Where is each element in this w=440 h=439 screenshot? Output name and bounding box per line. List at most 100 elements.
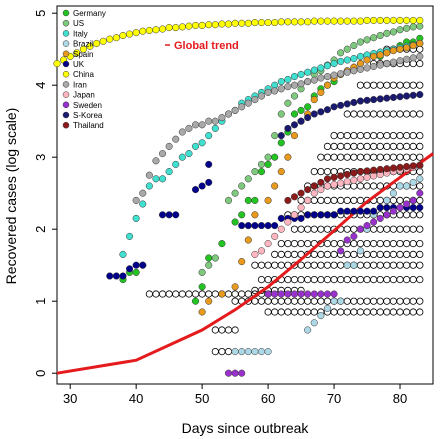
data-point [363, 222, 371, 230]
data-point [370, 96, 378, 104]
data-point [244, 175, 252, 183]
data-point [290, 73, 299, 81]
data-point [323, 73, 332, 81]
data-point [337, 179, 345, 187]
legend-marker [62, 30, 70, 37]
data-point [264, 160, 272, 168]
data-point [389, 47, 397, 55]
data-point [112, 34, 120, 42]
other-country-point [396, 132, 404, 140]
other-country-point [172, 290, 180, 298]
data-point [389, 93, 397, 101]
data-point [350, 207, 358, 215]
data-point [343, 207, 351, 215]
series-uk [106, 160, 424, 280]
data-point [238, 369, 246, 377]
other-country-point [376, 225, 384, 233]
other-country-point [389, 81, 398, 89]
other-country-point [251, 261, 259, 269]
data-point [290, 290, 299, 298]
other-country-point [264, 275, 272, 284]
series-us [198, 22, 424, 276]
data-point [284, 99, 292, 107]
data-point [409, 162, 417, 170]
data-point [389, 207, 397, 215]
other-country-point [370, 153, 378, 161]
data-point [257, 19, 266, 27]
other-country-point [370, 110, 378, 118]
other-country-point [310, 275, 318, 284]
data-point [370, 166, 378, 174]
other-country-point [257, 261, 266, 269]
data-point [191, 21, 200, 29]
data-point [158, 150, 167, 158]
data-point [317, 211, 325, 219]
data-point [356, 17, 364, 25]
legend-marker [62, 91, 70, 98]
other-country-point [257, 275, 266, 284]
data-point [191, 186, 200, 194]
legend-marker [62, 111, 70, 119]
data-point [205, 117, 213, 125]
other-country-point [376, 240, 384, 248]
data-point [310, 66, 318, 74]
data-point [416, 52, 424, 60]
other-country-point [389, 250, 398, 258]
other-country-point [356, 196, 365, 204]
other-country-point [297, 297, 305, 305]
other-country-point [284, 297, 292, 305]
data-point [350, 232, 358, 240]
other-country-point [416, 211, 424, 219]
data-point [139, 27, 147, 35]
other-country-point [409, 240, 417, 248]
data-point [238, 211, 246, 219]
data-point [337, 247, 345, 255]
data-point [337, 207, 345, 215]
data-point [310, 76, 318, 84]
other-country-point [409, 132, 417, 140]
legend-marker [62, 9, 70, 17]
data-point [231, 218, 239, 226]
series-s-korea [277, 91, 424, 140]
data-point [356, 247, 364, 255]
other-country-point [403, 153, 411, 161]
other-country-point [350, 132, 358, 140]
data-point [304, 290, 312, 298]
data-point [304, 18, 312, 26]
data-point [356, 52, 364, 60]
data-point [198, 21, 206, 29]
other-country-point [304, 261, 312, 269]
data-point [409, 54, 417, 62]
other-country-point [330, 275, 338, 284]
other-country-point [231, 297, 239, 305]
data-point [323, 290, 332, 298]
other-country-point [337, 308, 345, 316]
other-country-point [330, 153, 338, 161]
data-point [383, 16, 391, 24]
data-point [178, 128, 186, 136]
other-country-point [370, 81, 378, 89]
other-country-point [290, 250, 299, 258]
data-point [297, 117, 305, 125]
other-country-point [396, 250, 404, 258]
data-point [350, 67, 358, 75]
data-point [323, 62, 332, 70]
data-point [257, 168, 266, 176]
data-point [205, 261, 213, 269]
data-point [356, 175, 364, 183]
other-country-point [370, 308, 378, 316]
data-point [356, 168, 364, 176]
other-country-point [389, 196, 398, 204]
x-tick-label: 50 [195, 391, 209, 406]
data-point [363, 64, 371, 72]
y-tick-label: 5 [33, 10, 48, 17]
other-country-point [224, 326, 233, 334]
other-country-point [363, 132, 371, 140]
other-country-point [416, 142, 424, 150]
other-country-point [310, 168, 318, 176]
data-point [370, 207, 378, 215]
other-country-point [343, 297, 351, 305]
other-country-point [343, 308, 351, 316]
data-point [53, 60, 61, 68]
data-point [310, 189, 318, 197]
